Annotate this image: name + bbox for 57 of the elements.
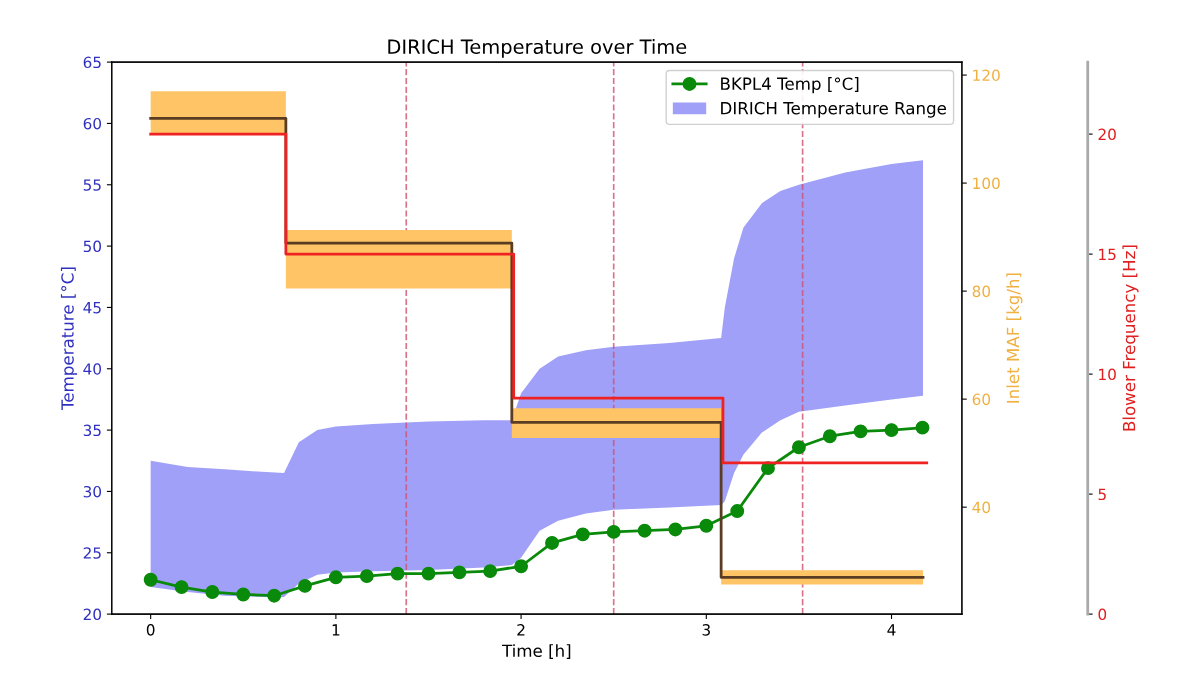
point <box>297 578 312 593</box>
y-tick-label: 40 <box>83 363 102 375</box>
point <box>483 564 498 579</box>
point <box>205 585 220 599</box>
y2-tick-label: 40 <box>972 501 991 514</box>
point <box>267 588 282 603</box>
x-tick-label: 2 <box>517 624 525 636</box>
point <box>822 429 837 444</box>
legend-label: DIRICH Temperature Range <box>721 101 947 118</box>
y-tick-label: 50 <box>83 240 102 253</box>
x-axis-title: Time [h] <box>501 644 571 660</box>
point <box>853 424 868 439</box>
point <box>606 524 621 539</box>
y-tick-label: 60 <box>83 117 102 130</box>
y3-axis-title: Blower Frequency [Hz] <box>1122 245 1139 431</box>
point <box>236 587 251 602</box>
chart-title: DIRICH Temperature over Time <box>388 38 687 58</box>
point <box>421 566 436 581</box>
y-tick-label: 55 <box>83 179 101 191</box>
y-tick-label: 65 <box>83 56 101 69</box>
point <box>915 420 930 435</box>
y2-tick-label: 60 <box>972 393 991 406</box>
y3-tick-label: 10 <box>1099 368 1116 381</box>
x-tick-label: 3 <box>702 624 710 636</box>
y2-tick-label: 120 <box>973 69 1000 82</box>
point <box>545 536 559 550</box>
y-tick-label: 45 <box>83 302 101 314</box>
y3-tick-label: 5 <box>1098 488 1106 501</box>
y3-tick-label: 15 <box>1099 248 1116 261</box>
point <box>359 569 374 584</box>
point <box>390 566 405 581</box>
point <box>514 559 529 574</box>
point <box>575 527 590 542</box>
point <box>637 523 652 538</box>
point <box>328 570 343 585</box>
point <box>452 565 467 580</box>
point <box>791 440 806 455</box>
y-axis-title: Temperature [°C] <box>60 267 78 411</box>
y3-tick-label: 20 <box>1098 128 1116 141</box>
y-tick-label: 30 <box>83 485 102 498</box>
point <box>143 572 158 587</box>
x-tick-label: 4 <box>887 624 896 636</box>
point <box>668 522 683 537</box>
y-tick-label: 20 <box>83 608 102 621</box>
x-tick-label: 1 <box>332 624 340 636</box>
point <box>884 423 899 438</box>
point <box>174 580 189 595</box>
point <box>730 504 745 519</box>
y-tick-label: 35 <box>83 424 101 437</box>
y3-tick-label: 0 <box>1098 608 1107 621</box>
y2-tick-label: 100 <box>973 177 1000 190</box>
y2-tick-label: 80 <box>972 285 991 298</box>
point <box>699 518 714 533</box>
x-tick-label: 0 <box>146 624 155 636</box>
y2-axis-title: Inlet MAF [kg/h] <box>1006 273 1023 403</box>
y-tick-label: 25 <box>83 547 101 559</box>
legend-label: BKPL4 Temp [°C] <box>721 77 859 94</box>
